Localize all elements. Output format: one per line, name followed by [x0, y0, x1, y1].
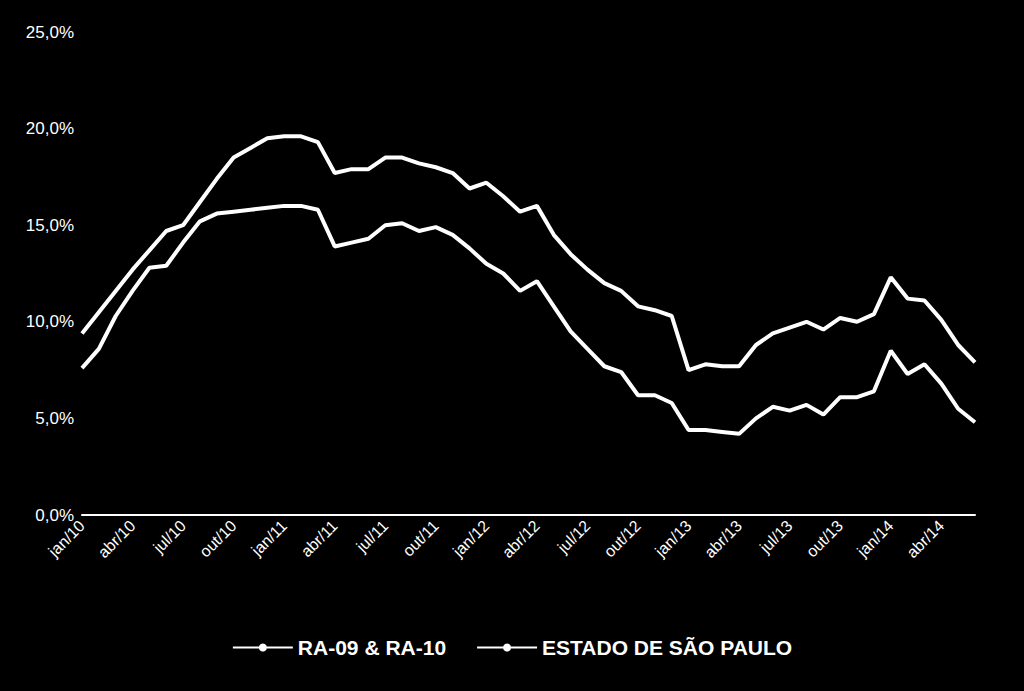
svg-text:abr/11: abr/11 [298, 517, 341, 560]
svg-text:0,0%: 0,0% [35, 506, 74, 525]
svg-text:abr/13: abr/13 [701, 517, 745, 561]
svg-text:jul/13: jul/13 [756, 517, 796, 557]
svg-text:jan/12: jan/12 [449, 517, 493, 561]
svg-text:5,0%: 5,0% [35, 409, 74, 428]
svg-text:abr/12: abr/12 [499, 517, 543, 561]
svg-text:jan/14: jan/14 [853, 517, 897, 561]
svg-text:abr/10: abr/10 [94, 517, 138, 561]
svg-text:jul/11: jul/11 [352, 517, 391, 556]
svg-text:20,0%: 20,0% [26, 119, 74, 138]
svg-text:jul/10: jul/10 [149, 517, 189, 557]
svg-text:out/11: out/11 [399, 517, 442, 560]
svg-text:25,0%: 25,0% [26, 23, 74, 42]
svg-text:15,0%: 15,0% [26, 216, 74, 235]
svg-text:jul/12: jul/12 [554, 517, 594, 557]
svg-text:abr/14: abr/14 [903, 517, 947, 561]
svg-text:jan/10: jan/10 [44, 517, 88, 561]
svg-text:jan/11: jan/11 [248, 517, 291, 560]
svg-text:out/13: out/13 [803, 517, 847, 561]
svg-text:jan/13: jan/13 [651, 517, 695, 561]
svg-text:out/10: out/10 [196, 517, 240, 561]
svg-text:ESTADO DE SÃO PAULO: ESTADO DE SÃO PAULO [542, 636, 792, 659]
svg-text:RA-09 & RA-10: RA-09 & RA-10 [298, 636, 446, 659]
svg-text:out/12: out/12 [601, 517, 645, 561]
svg-text:10,0%: 10,0% [26, 312, 74, 331]
